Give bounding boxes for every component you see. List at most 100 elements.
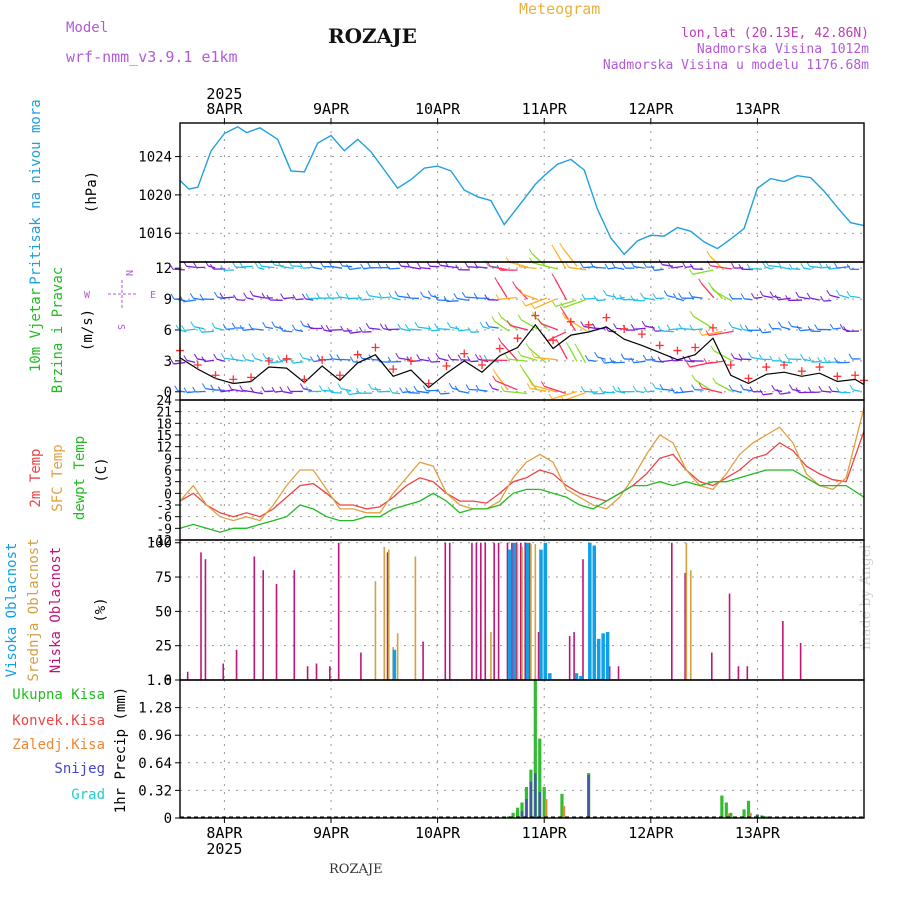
wind-barb-flag xyxy=(709,285,714,291)
wind-barb xyxy=(222,296,235,299)
wind-barb xyxy=(534,356,558,361)
wind-barb xyxy=(713,289,733,302)
wind-barb xyxy=(568,347,578,362)
wind-gust-marker xyxy=(211,371,220,380)
wind-barb-flag xyxy=(784,353,789,360)
model-name: wrf-nmm_v3.9.1 e1km xyxy=(66,48,238,66)
wind-barb-flag xyxy=(751,292,755,299)
wind-barb xyxy=(476,266,488,269)
wind-barb xyxy=(177,390,186,393)
wind-barb-flag xyxy=(705,330,710,336)
wind-barb-flag xyxy=(251,353,256,359)
wind-barb-flag xyxy=(483,354,488,361)
cloud-bar-2 xyxy=(579,675,583,680)
wind-barb-flag xyxy=(385,263,390,270)
wind-barb xyxy=(564,317,587,332)
wind-barb-flag xyxy=(613,323,617,329)
wind-barb xyxy=(534,298,557,310)
wind-barb xyxy=(391,297,401,301)
wind-barb-flag xyxy=(642,261,647,268)
cloud-bar-1 xyxy=(530,544,532,680)
wind-barb-flag xyxy=(516,261,521,268)
wind-barb-flag xyxy=(497,337,502,343)
wind-barb xyxy=(667,294,675,299)
wind-barb-flag xyxy=(846,264,851,270)
wind-barb-flag xyxy=(437,388,441,395)
ytick-label: 15 xyxy=(156,429,172,444)
wind-barb-flag xyxy=(808,356,813,363)
wind-barb-flag xyxy=(316,354,321,361)
cloud-bar-2 xyxy=(525,542,530,680)
wind-barb xyxy=(520,355,538,362)
wind-barb-flag xyxy=(688,291,693,298)
wind-barb-flag xyxy=(345,389,350,395)
wind-barb-flag xyxy=(496,264,501,271)
wind-barb xyxy=(252,295,265,299)
wind-gust-marker xyxy=(815,363,824,372)
wind-barb-flag xyxy=(210,384,215,391)
wind-gust-marker xyxy=(247,373,256,382)
wind-barb-flag xyxy=(774,294,779,301)
cloud-bar-0 xyxy=(204,559,207,680)
wind-barb-flag xyxy=(175,324,180,331)
wind-barb xyxy=(520,319,538,330)
wind-barb xyxy=(647,390,655,393)
wind-barb-flag xyxy=(825,263,830,270)
wind-barb-flag xyxy=(434,323,439,329)
cloud-bar-0 xyxy=(253,556,256,680)
cloud-bar-2 xyxy=(596,638,601,680)
wind-gust-marker xyxy=(318,355,327,364)
wind-barb-flag xyxy=(740,293,745,300)
wind-barb xyxy=(706,360,724,365)
wind-barb xyxy=(492,387,499,391)
wind-barb xyxy=(568,266,587,271)
precip-bar-1 xyxy=(587,774,590,818)
wind-ylabel: 10m Vjetar xyxy=(28,288,44,372)
wind-barb xyxy=(257,267,265,271)
wind-barb-flag xyxy=(467,327,472,333)
wind-barb xyxy=(671,265,684,269)
wind-barb xyxy=(762,331,772,334)
wind-ylabel2: Brzina i Pravac xyxy=(50,267,66,393)
wind-barb-flag xyxy=(320,324,325,331)
wind-barb-flag xyxy=(552,301,557,307)
cloud-bar-0 xyxy=(799,642,802,680)
day-label-bottom: 13APR xyxy=(735,824,781,842)
wind-gust-marker xyxy=(371,343,380,352)
wind-barb xyxy=(313,359,323,363)
wind-barb-flag xyxy=(277,355,282,361)
wind-barb xyxy=(515,286,528,300)
wind-barb-flag xyxy=(365,290,370,296)
wind-barb xyxy=(584,297,597,300)
wind-barb xyxy=(440,392,450,395)
cloud-bar-1 xyxy=(534,544,537,680)
wind-barb xyxy=(522,293,539,301)
wind-barb xyxy=(402,390,411,394)
wind-barb xyxy=(803,358,811,362)
wind-barb-flag xyxy=(762,261,766,268)
wind-barb-flag xyxy=(788,263,793,270)
cloud-bar-0 xyxy=(444,542,447,680)
cloud-bar-0 xyxy=(448,542,451,680)
wind-barb-flag xyxy=(528,379,533,386)
wind-barb-flag xyxy=(630,295,635,301)
wind-barbs xyxy=(169,242,861,402)
wind-barb xyxy=(488,326,499,329)
wind-barb xyxy=(245,358,255,363)
wind-barb-flag xyxy=(579,262,584,268)
cloud-bar-0 xyxy=(493,542,495,680)
wind-gust-marker xyxy=(300,375,309,384)
wind-gust-marker xyxy=(282,354,291,363)
cloud-bar-0 xyxy=(422,641,424,680)
wind-gust-marker xyxy=(780,360,789,369)
temp-unit: (C) xyxy=(94,457,110,482)
wind-barb-flag xyxy=(611,262,616,268)
wind-barb xyxy=(495,373,509,391)
wind-barb xyxy=(535,316,548,330)
cloud-bar-0 xyxy=(306,666,309,680)
wind-barb xyxy=(597,299,606,302)
wind-barb-flag xyxy=(823,357,828,363)
wind-barb xyxy=(674,391,685,394)
wind-barb xyxy=(583,325,596,330)
wind-barb-flag xyxy=(560,302,565,308)
